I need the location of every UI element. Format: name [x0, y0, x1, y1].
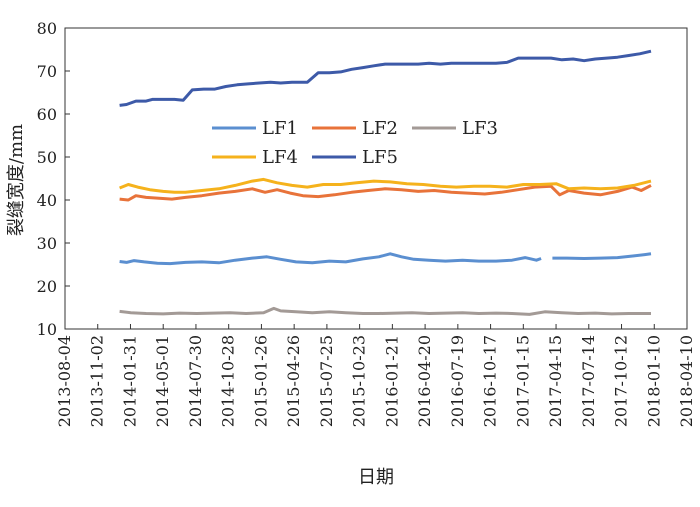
y-tick-label: 50: [37, 148, 57, 167]
x-tick-label: 2015-07-25: [317, 335, 336, 427]
x-tick-label: 2017-10-12: [612, 335, 631, 427]
x-tick-label: 2016-01-21: [382, 335, 401, 427]
x-tick-label: 2016-04-20: [415, 335, 434, 427]
y-tick-label: 60: [37, 105, 57, 124]
series-layer: [119, 49, 652, 316]
legend-label-lf5: LF5: [362, 147, 398, 168]
x-tick-label: 2018-04-10: [677, 335, 696, 427]
legend-label-lf2: LF2: [362, 118, 398, 139]
series-line-lf1: [119, 252, 542, 266]
x-tick-label: 2013-08-04: [55, 335, 74, 427]
x-tick-label: 2013-11-02: [88, 335, 107, 427]
y-tick-label: 30: [37, 234, 57, 253]
y-tick-label: 70: [37, 62, 57, 81]
y-axis: 10 20 30 40 50 60 70 80: [37, 19, 70, 339]
x-tick-label: 2014-07-30: [186, 335, 205, 427]
x-tick-label: 2016-10-17: [481, 335, 500, 427]
x-tick-label: 2014-01-31: [120, 335, 139, 427]
x-tick-label: 2015-10-23: [350, 335, 369, 427]
y-axis-title: 裂缝宽度/mm: [6, 124, 27, 236]
x-tick-label: 2014-05-01: [153, 335, 172, 427]
plot-frame: [64, 27, 688, 330]
series-line-lf2: [119, 184, 652, 202]
y-tick-label: 10: [37, 320, 57, 339]
y-tick-label: 40: [37, 191, 57, 210]
legend-label-lf4: LF4: [262, 147, 298, 168]
series-line-lf1: [552, 252, 652, 260]
y-tick-label: 20: [37, 277, 57, 296]
series-line-lf5: [119, 49, 652, 107]
x-tick-label: 2014-10-28: [219, 335, 238, 427]
x-tick-label: 2016-07-19: [448, 335, 467, 427]
x-tick-label: 2017-04-15: [546, 335, 565, 427]
x-axis: 2013-08-04 2013-11-02 2014-01-31 2014-05-01…: [55, 324, 696, 427]
legend-label-lf3: LF3: [462, 118, 498, 139]
x-tick-label: 2018-01-10: [644, 335, 663, 427]
x-tick-label: 2017-07-14: [579, 335, 598, 427]
x-tick-label: 2015-04-26: [284, 335, 303, 427]
x-tick-label: 2017-01-15: [513, 335, 532, 427]
series-line-lf3: [119, 306, 651, 316]
y-tick-label: 80: [37, 19, 57, 38]
x-tick-label: 2015-01-26: [251, 335, 270, 427]
legend-label-lf1: LF1: [262, 118, 298, 139]
series-line-lf4: [119, 177, 652, 194]
x-axis-title: 日期: [358, 467, 394, 488]
legend: LF1 LF2 LF3 LF4 LF5: [212, 118, 498, 168]
